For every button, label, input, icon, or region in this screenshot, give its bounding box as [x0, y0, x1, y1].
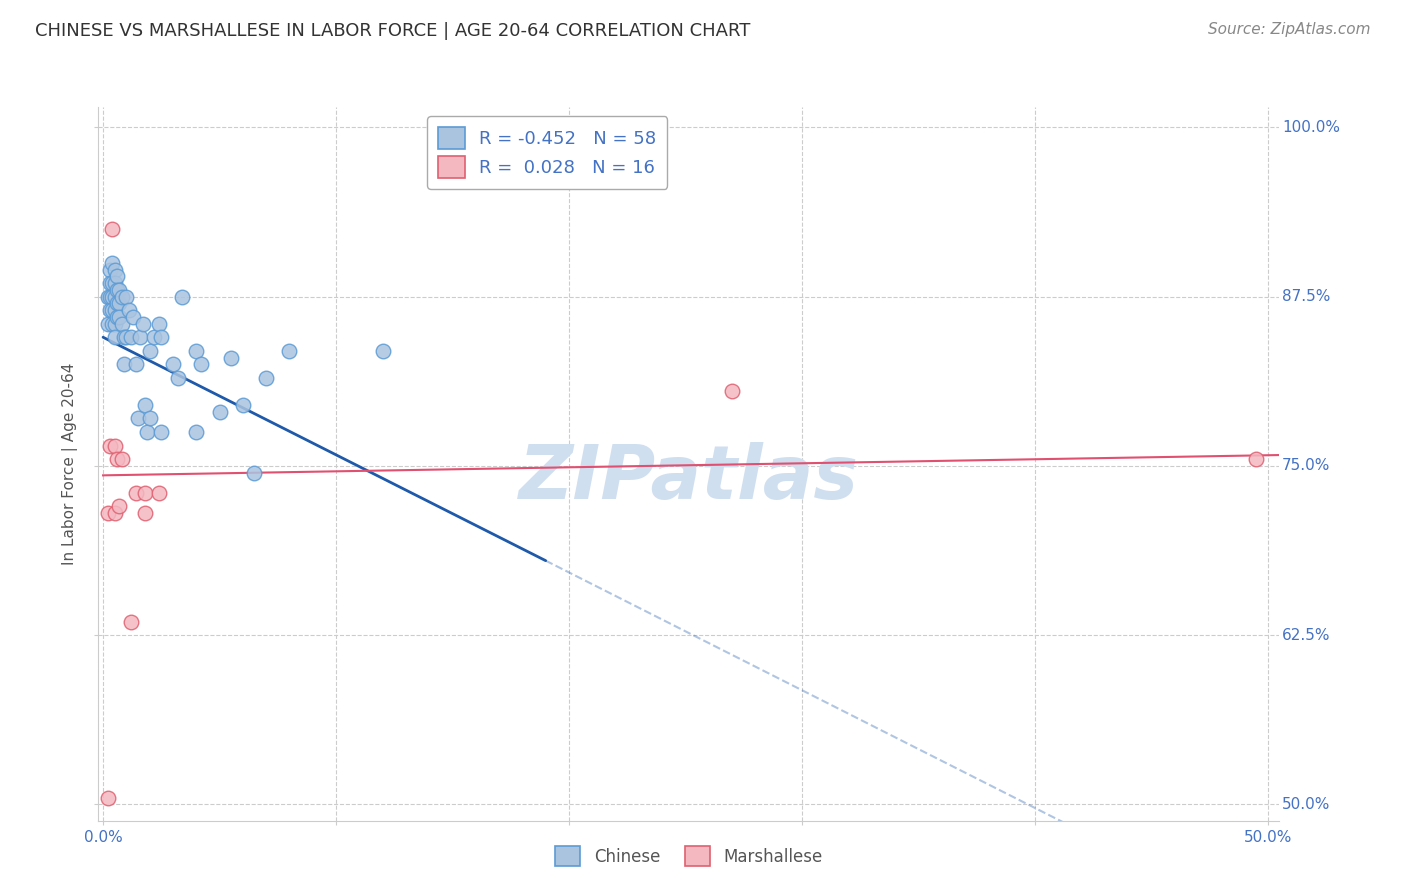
Y-axis label: In Labor Force | Age 20-64: In Labor Force | Age 20-64 — [62, 363, 79, 565]
Point — [104, 262, 127, 277]
Text: 50.0%: 50.0% — [1282, 797, 1330, 812]
Point — [104, 330, 127, 344]
Point — [105, 452, 128, 467]
Point — [108, 296, 131, 310]
Point — [101, 222, 124, 236]
Legend: Chinese, Marshallese: Chinese, Marshallese — [548, 839, 830, 873]
Point — [150, 330, 173, 344]
Point — [371, 343, 394, 358]
Point — [136, 425, 159, 439]
Point — [115, 290, 138, 304]
Point — [150, 425, 173, 439]
Point — [105, 310, 128, 324]
Point — [278, 343, 301, 358]
Point — [111, 452, 134, 467]
Point — [98, 290, 121, 304]
Point — [97, 790, 120, 805]
Point — [108, 500, 131, 514]
Text: Source: ZipAtlas.com: Source: ZipAtlas.com — [1208, 22, 1371, 37]
Point — [98, 262, 121, 277]
Point — [243, 466, 266, 480]
Point — [111, 290, 134, 304]
Text: 75.0%: 75.0% — [1282, 458, 1330, 474]
Point — [111, 317, 134, 331]
Point — [186, 425, 208, 439]
Text: CHINESE VS MARSHALLESE IN LABOR FORCE | AGE 20-64 CORRELATION CHART: CHINESE VS MARSHALLESE IN LABOR FORCE | … — [35, 22, 751, 40]
Point — [98, 439, 121, 453]
Point — [98, 303, 121, 318]
Point — [125, 486, 148, 500]
Text: 62.5%: 62.5% — [1282, 628, 1330, 642]
Point — [97, 290, 120, 304]
Point — [98, 276, 121, 290]
Point — [254, 371, 277, 385]
Point — [232, 398, 254, 412]
Point — [120, 330, 142, 344]
Point — [105, 296, 128, 310]
Point — [134, 506, 156, 520]
Text: 87.5%: 87.5% — [1282, 289, 1330, 304]
Point — [112, 330, 135, 344]
Point — [208, 405, 231, 419]
Point — [148, 486, 170, 500]
Point — [138, 411, 160, 425]
Point — [101, 276, 124, 290]
Point — [172, 290, 194, 304]
Point — [104, 439, 127, 453]
Point — [134, 398, 156, 412]
Point — [108, 310, 131, 324]
Point — [148, 317, 170, 331]
Point — [101, 317, 124, 331]
Point — [118, 303, 141, 318]
Point — [1244, 452, 1267, 467]
Text: 100.0%: 100.0% — [1282, 120, 1340, 135]
Point — [112, 357, 135, 371]
Point — [186, 343, 208, 358]
Point — [162, 357, 184, 371]
Point — [104, 317, 127, 331]
Point — [190, 357, 212, 371]
Point — [97, 506, 120, 520]
Point — [131, 317, 153, 331]
Point — [101, 303, 124, 318]
Point — [105, 283, 128, 297]
Point — [138, 343, 160, 358]
Point — [108, 283, 131, 297]
Point — [120, 615, 142, 629]
Point — [166, 371, 188, 385]
Point — [143, 330, 166, 344]
Point — [129, 330, 152, 344]
Point — [104, 290, 127, 304]
Point — [122, 310, 145, 324]
Point — [127, 411, 149, 425]
Point — [104, 303, 127, 318]
Point — [721, 384, 744, 399]
Point — [104, 506, 127, 520]
Point — [105, 269, 128, 284]
Point — [219, 351, 242, 365]
Point — [134, 486, 156, 500]
Text: ZIPatlas: ZIPatlas — [519, 442, 859, 515]
Point — [104, 276, 127, 290]
Point — [97, 317, 120, 331]
Point — [125, 357, 148, 371]
Point — [115, 330, 138, 344]
Point — [101, 290, 124, 304]
Point — [101, 256, 124, 270]
